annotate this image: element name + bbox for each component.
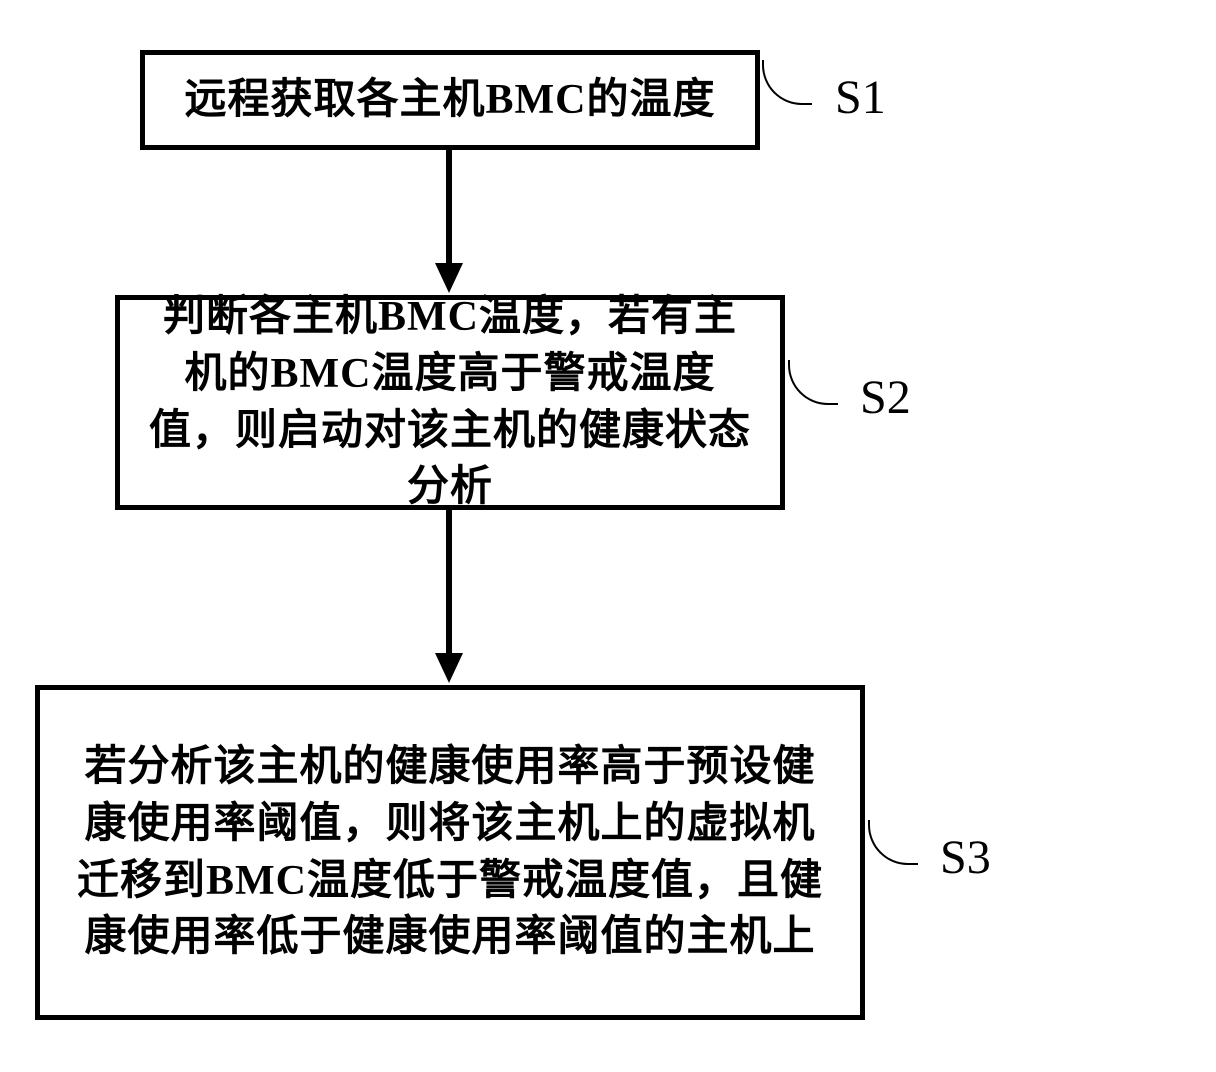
flow-step-s3-text: 若分析该主机的健康使用率高于预设健康使用率阈值，则将该主机上的虚拟机迁移到BMC… bbox=[68, 739, 832, 966]
step-label-s3: S3 bbox=[940, 830, 991, 885]
flow-step-s2: 判断各主机BMC温度，若有主机的BMC温度高于警戒温度值，则启动对该主机的健康状… bbox=[115, 295, 785, 510]
arrow-s2-s3-line bbox=[446, 510, 452, 655]
flow-step-s2-text: 判断各主机BMC温度，若有主机的BMC温度高于警戒温度值，则启动对该主机的健康状… bbox=[148, 289, 752, 516]
connector-s2 bbox=[788, 360, 838, 405]
flow-step-s1-text: 远程获取各主机BMC的温度 bbox=[185, 72, 716, 129]
flow-step-s3: 若分析该主机的健康使用率高于预设健康使用率阈值，则将该主机上的虚拟机迁移到BMC… bbox=[35, 685, 865, 1020]
step-label-s1: S1 bbox=[835, 70, 886, 125]
arrow-s2-s3-head bbox=[435, 653, 463, 683]
flow-step-s1: 远程获取各主机BMC的温度 bbox=[140, 50, 760, 150]
arrow-s1-s2-line bbox=[446, 150, 452, 265]
connector-s3 bbox=[868, 820, 918, 865]
step-label-s2: S2 bbox=[860, 370, 911, 425]
connector-s1 bbox=[762, 60, 812, 105]
